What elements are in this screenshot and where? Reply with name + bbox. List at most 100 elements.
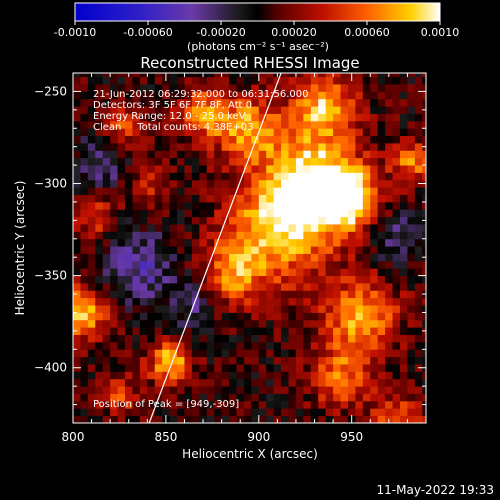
heatmap-cell [340, 386, 349, 394]
heatmap-cell [414, 135, 423, 144]
heatmap-cell [251, 319, 260, 328]
heatmap-cell [102, 268, 111, 277]
heatmap-cell [132, 246, 141, 254]
heatmap-cell [251, 297, 260, 306]
heatmap-cell [110, 216, 118, 225]
heatmap-cell [266, 305, 275, 313]
heatmap-cell [288, 143, 297, 151]
heatmap-cell [229, 386, 237, 394]
heatmap-cell [266, 157, 275, 166]
heatmap-cell [125, 319, 133, 328]
heatmap-cell [318, 157, 327, 166]
heatmap-cell [87, 201, 96, 210]
heatmap-cell [73, 91, 81, 100]
heatmap-cell [110, 143, 118, 151]
heatmap-cell [162, 260, 171, 269]
heatmap-cell [377, 386, 386, 394]
heatmap-cell [422, 157, 426, 166]
heatmap-cell [110, 157, 118, 166]
heatmap-cell [199, 371, 208, 380]
heatmap-cell [214, 135, 223, 144]
heatmap-cell [147, 253, 156, 262]
heatmap-cell [169, 91, 178, 100]
heatmap-cell [251, 135, 260, 144]
heatmap-cell [177, 172, 185, 181]
heatmap-cell [243, 386, 252, 394]
heatmap-cell [73, 283, 81, 291]
heatmap-cell [340, 327, 349, 335]
heatmap-cell [87, 260, 96, 269]
heatmap-cell [139, 157, 148, 166]
heatmap-cell [95, 393, 104, 402]
heatmap-cell [117, 268, 126, 277]
heatmap-cell [407, 260, 416, 269]
heatmap-cell [102, 224, 111, 232]
heatmap-cell [139, 238, 148, 247]
heatmap-cell [221, 319, 230, 328]
heatmap-cell [377, 128, 386, 137]
heatmap-cell [385, 408, 393, 417]
heatmap-cell [73, 135, 81, 144]
heatmap-cell [333, 408, 341, 417]
x-tick-label: 800 [62, 430, 85, 444]
heatmap-cell [370, 371, 379, 380]
heatmap-cell [191, 371, 200, 380]
heatmap-cell [147, 84, 156, 92]
heatmap-cell [102, 334, 111, 343]
heatmap-cell [333, 73, 341, 78]
heatmap-cell [125, 334, 133, 343]
heatmap-cell [243, 76, 252, 85]
heatmap-cell [177, 386, 185, 394]
heatmap-cell [414, 319, 423, 328]
heatmap-cell [162, 312, 171, 321]
heatmap-cell [147, 113, 156, 122]
heatmap-cell [125, 327, 133, 335]
heatmap-cell [147, 120, 156, 129]
heatmap-cell [385, 187, 393, 195]
heatmap-cell [407, 128, 416, 137]
heatmap-cell [154, 246, 163, 254]
heatmap-cell [325, 290, 334, 299]
heatmap-cell [102, 305, 111, 313]
heatmap-cell [385, 334, 393, 343]
heatmap-cell [191, 283, 200, 291]
heatmap-cell [347, 135, 356, 144]
heatmap-cell [191, 260, 200, 269]
heatmap-cell [221, 408, 230, 417]
heatmap-cell [221, 238, 230, 247]
heatmap-cell [191, 275, 200, 284]
heatmap-cell [325, 113, 334, 122]
heatmap-cell [370, 98, 379, 107]
heatmap-cell [229, 253, 237, 262]
heatmap-cell [214, 143, 223, 151]
heatmap-cell [362, 290, 371, 299]
heatmap-cell [347, 268, 356, 277]
heatmap-cell [221, 91, 230, 100]
heatmap-cell [132, 400, 141, 409]
heatmap-cell [414, 356, 423, 365]
heatmap-cell [399, 386, 408, 394]
heatmap-cell [266, 312, 275, 321]
heatmap-cell [385, 76, 393, 85]
heatmap-cell [333, 128, 341, 137]
heatmap-cell [154, 91, 163, 100]
heatmap-cell [229, 76, 237, 85]
heatmap-cell [251, 238, 260, 247]
heatmap-cell [73, 260, 81, 269]
heatmap-cell [206, 201, 215, 210]
heatmap-cell [206, 283, 215, 291]
heatmap-cell [125, 246, 133, 254]
heatmap-cell [199, 297, 208, 306]
heatmap-cell [169, 297, 178, 306]
heatmap-cell [110, 356, 118, 365]
heatmap-cell [169, 312, 178, 321]
heatmap-cell [392, 290, 401, 299]
heatmap-cell [281, 143, 289, 151]
heatmap-cell [191, 120, 200, 129]
heatmap-cell [281, 341, 289, 350]
heatmap-cell [184, 201, 193, 210]
heatmap-cell [325, 283, 334, 291]
heatmap-cell [370, 297, 379, 306]
heatmap-cell [80, 194, 89, 203]
heatmap-cell [154, 201, 163, 210]
